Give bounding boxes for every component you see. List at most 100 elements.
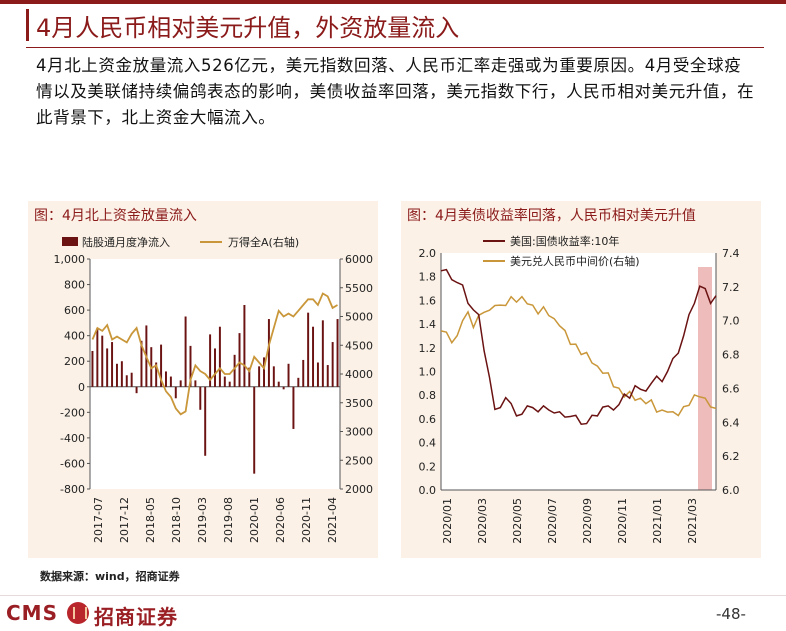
bar-net-inflow [116,364,118,387]
x-tick-label: 2020/05 [511,498,524,544]
bar-net-inflow [337,319,339,387]
bar-net-inflow [243,305,245,387]
bar-net-inflow [204,387,206,456]
logo-icon [67,602,89,624]
page-number: -48- [716,605,746,623]
x-tick-label: 2020/11 [616,498,629,544]
bar-net-inflow [302,360,304,387]
footer-rule [0,595,786,596]
bar-net-inflow [278,382,280,387]
bar-net-inflow [121,361,123,387]
y-tick-label: 0.8 [419,389,437,402]
bar-net-inflow [322,320,324,386]
logo-cms: CMS [6,601,58,625]
bar-net-inflow [131,373,133,387]
y-tick-label: 1.4 [419,318,437,331]
y-right-tick-label: 4500 [345,339,373,352]
x-tick-label: 2017-12 [118,497,131,543]
chart-northbound-svg: 陆股通月度净流入 万得全A(右轴)1,0008006004002000-200-4… [28,201,378,558]
y-tick-label: 600 [64,304,85,317]
bar-net-inflow [136,387,138,393]
x-tick-label: 2020/09 [581,498,594,544]
y-tick-label: 1.2 [419,342,437,355]
bar-net-inflow [327,365,329,387]
title-accent-line [0,0,786,4]
x-tick-label: 2020/03 [476,498,489,544]
bar-net-inflow [307,313,309,387]
bar-net-inflow [91,351,93,387]
y-right-tick-label: 2000 [345,483,373,496]
bar-net-inflow [258,366,260,386]
y-right-tick-label: 6.0 [722,484,740,497]
x-tick-label: 2020/01 [441,498,454,544]
y-tick-label: 0.6 [419,413,437,426]
bar-net-inflow [239,333,241,387]
y-tick-label: 800 [64,279,85,292]
legend-label-yield: 美国:国债收益率:10年 [510,234,619,248]
bar-net-inflow [224,377,226,387]
chart-panel-northbound: 图：4月北上资金放量流入 陆股通月度净流入 万得全A(右轴) 1,000 800 600… [28,201,378,558]
y-tick-label: 400 [64,330,85,343]
data-source: 数据来源：wind，招商证券 [40,568,180,584]
title-marker [26,9,29,41]
bar-net-inflow [283,387,285,390]
y-tick-label: 0 [78,381,85,394]
intro-paragraph: 4月北上资金放量流入526亿元，美元指数回落、人民币汇率走强或为重要原因。4月受… [36,53,756,131]
bar-net-inflow [312,327,314,387]
y-tick-label: 1.8 [419,271,437,284]
x-tick-label: 2017-07 [92,497,105,543]
title-bar: 4月人民币相对美元升值，外资放量流入 [0,0,786,46]
x-tick-label: 2018-05 [144,497,157,543]
bar-net-inflow [126,375,128,387]
y-right-tick-label: 4000 [345,368,373,381]
x-tick-label: 2021/03 [686,498,699,544]
y-right-tick-label: 6.4 [722,416,740,429]
plot-area [441,253,716,490]
y-tick-label: 1.6 [419,294,437,307]
y-right-tick-label: 5500 [345,282,373,295]
bar-net-inflow [185,317,187,387]
y-tick-label: -400 [60,432,85,445]
bar-net-inflow [101,336,103,387]
x-tick-label: 2020-06 [274,497,287,543]
y-tick-label: -800 [60,483,85,496]
bar-net-inflow [229,382,231,387]
y-tick-label: 1,000 [54,253,86,266]
bar-net-inflow [170,377,172,387]
bar-net-inflow [214,348,216,386]
bar-net-inflow [253,387,255,474]
y-right-tick-label: 6.2 [722,450,740,463]
y-right-tick-label: 7.2 [722,281,740,294]
x-tick-label: 2019-08 [222,497,235,543]
page-title: 4月人民币相对美元升值，外资放量流入 [36,8,459,43]
chart-panel-yield-fx: 图：4月美债收益率回落，人民币相对美元升值 美国:国债收益率:10年 美元兑人民币… [401,201,761,558]
logo-cn-text: 招商证券 [94,601,178,630]
y-tick-label: -200 [60,406,85,419]
x-tick-label: 2021-04 [326,497,339,543]
y-right-tick-label: 5000 [345,311,373,324]
bar-net-inflow [106,348,108,386]
y-right-tick-label: 3500 [345,397,373,410]
bar-net-inflow [268,319,270,387]
bar-net-inflow [273,366,275,386]
legend-swatch-bar [62,237,78,246]
bar-net-inflow [111,342,113,387]
y-right-tick-label: 3000 [345,426,373,439]
y-right-tick-label: 2500 [345,454,373,467]
y-tick-label: 200 [64,355,85,368]
legend-label-line: 万得全A(右轴) [228,235,299,249]
x-tick-label: 2020/07 [546,498,559,544]
y-right-tick-label: 6.8 [722,349,740,362]
y-right-tick-label: 7.4 [722,247,740,260]
y-tick-label: -600 [60,457,85,470]
y-tick-label: 1.0 [419,366,437,379]
legend-label-bar: 陆股通月度净流入 [82,235,170,249]
legend-label-fx: 美元兑人民币中间价(右轴) [510,254,640,268]
bar-net-inflow [175,387,177,399]
x-tick-label: 2018-10 [170,497,183,543]
y-tick-label: 0.4 [419,437,437,450]
y-tick-label: 0.2 [419,460,437,473]
x-tick-label: 2021/01 [651,498,664,544]
bar-net-inflow [219,327,221,387]
